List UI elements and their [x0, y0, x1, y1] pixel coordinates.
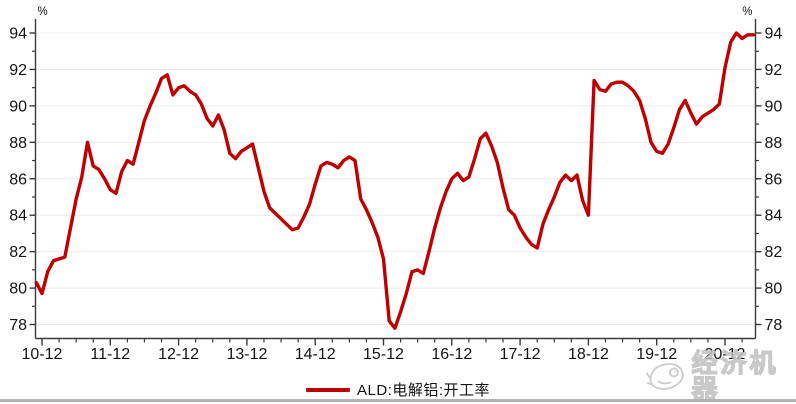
bottom-divider [0, 399, 796, 402]
y-axis-label-right: 82 [765, 244, 783, 261]
x-axis-label: 20-12 [705, 346, 746, 363]
data-series-line [34, 31, 756, 330]
chart-legend: ALD:电解铝:开工率 [305, 379, 491, 400]
y-axis-unit-right: % [742, 6, 752, 18]
y-axis-label-left: 86 [9, 171, 27, 188]
y-axis-label-left: 84 [9, 208, 27, 225]
x-axis-label: 11-12 [90, 346, 130, 363]
x-axis-label: 10-12 [22, 346, 63, 363]
y-axis-label-left: 94 [9, 26, 27, 43]
y-axis-label-right: 90 [765, 98, 783, 115]
x-axis-label: 18-12 [568, 346, 609, 363]
x-axis-label: 16-12 [431, 346, 472, 363]
x-axis-label: 17-12 [500, 346, 541, 363]
y-axis-label-left: 80 [9, 281, 27, 298]
y-axis-unit-left: % [38, 6, 48, 18]
y-axis-label-right: 78 [765, 317, 783, 334]
y-axis-label-right: 92 [765, 62, 783, 79]
y-axis-label-right: 84 [765, 208, 783, 225]
legend-line-swatch [305, 387, 350, 392]
y-axis-label-left: 88 [9, 135, 27, 152]
y-axis-label-right: 94 [765, 26, 783, 43]
y-axis-label-left: 78 [9, 317, 27, 334]
y-axis-label-left: 90 [9, 98, 27, 115]
legend-series-label: ALD:电解铝:开工率 [356, 382, 491, 399]
x-axis-label: 14-12 [295, 346, 336, 363]
x-axis-label: 15-12 [363, 346, 404, 363]
x-axis-label: 19-12 [636, 346, 677, 363]
y-axis-label-right: 88 [765, 135, 783, 152]
y-axis-label-right: 86 [765, 171, 783, 188]
y-axis-label-left: 92 [9, 62, 27, 79]
y-axis-label-right: 80 [765, 281, 783, 298]
x-axis-label: 12-12 [158, 346, 199, 363]
y-axis-label-left: 82 [9, 244, 27, 261]
x-axis-label: 13-12 [226, 346, 267, 363]
